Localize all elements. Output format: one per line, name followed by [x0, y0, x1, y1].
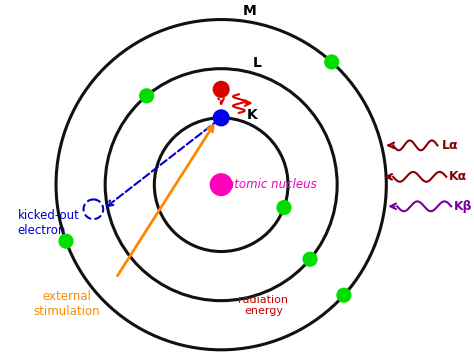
- Text: L: L: [253, 56, 262, 70]
- Text: radiation
energy: radiation energy: [238, 295, 289, 316]
- Text: Kα: Kα: [449, 170, 467, 183]
- Text: external
stimulation: external stimulation: [34, 290, 100, 318]
- Circle shape: [210, 174, 232, 195]
- Circle shape: [213, 110, 229, 126]
- Text: Lα: Lα: [442, 139, 459, 152]
- Circle shape: [59, 234, 73, 248]
- Circle shape: [140, 89, 154, 103]
- Text: K: K: [247, 108, 258, 122]
- Text: M: M: [243, 4, 257, 18]
- Circle shape: [325, 55, 338, 69]
- Text: kicked-out
electron: kicked-out electron: [18, 209, 80, 237]
- Circle shape: [303, 252, 317, 266]
- Text: atomic nucleus: atomic nucleus: [228, 178, 317, 191]
- Text: Kβ: Kβ: [454, 200, 473, 213]
- Circle shape: [213, 81, 229, 97]
- Circle shape: [337, 288, 351, 302]
- Circle shape: [277, 201, 291, 215]
